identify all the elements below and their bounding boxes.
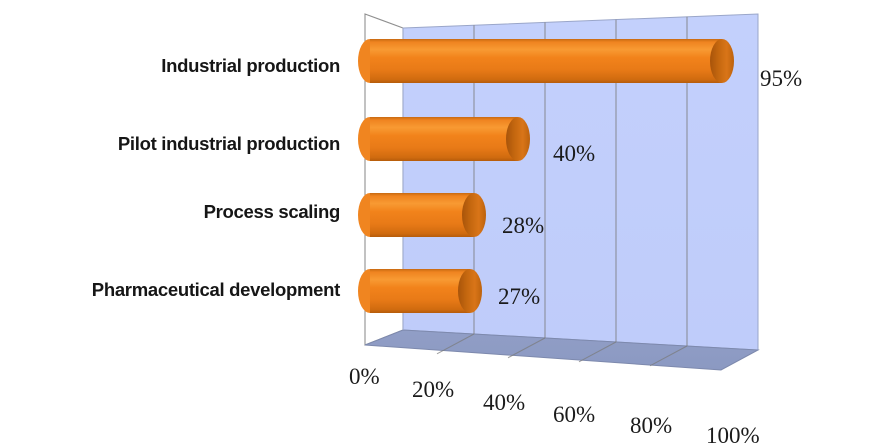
value-label-process-scaling: 28%: [502, 213, 545, 238]
floor-gridlines: [436, 333, 688, 367]
bar-pharmaceutical-development[interactable]: [358, 269, 482, 313]
x-axis-tick-100: 100%: [706, 423, 760, 444]
value-label-industrial-production: 95%: [760, 66, 803, 91]
bar-process-scaling[interactable]: [358, 193, 486, 237]
x-axis-tick-80: 80%: [630, 413, 673, 438]
value-label-pharmaceutical-development: 27%: [498, 284, 541, 309]
value-label-pilot-industrial-production: 40%: [553, 141, 596, 166]
category-label-pharmaceutical-development: Pharmaceutical development: [91, 279, 341, 300]
category-label-pilot-industrial-production: Pilot industrial production: [117, 133, 340, 154]
x-axis-tick-40: 40%: [483, 390, 526, 415]
bar-pilot-industrial-production[interactable]: [358, 117, 530, 161]
x-axis-tick-60: 60%: [553, 402, 596, 427]
x-axis-tick-0: 0%: [349, 364, 380, 389]
bar-industrial-production[interactable]: [358, 39, 734, 83]
category-label-process-scaling: Process scaling: [203, 201, 341, 222]
category-label-industrial-production: Industrial production: [161, 55, 340, 76]
x-axis-tick-20: 20%: [412, 377, 455, 402]
